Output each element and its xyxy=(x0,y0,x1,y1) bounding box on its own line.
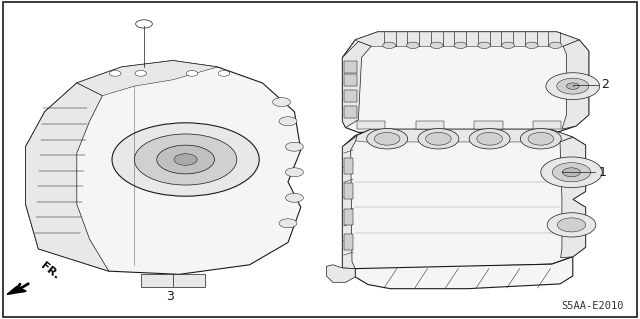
Polygon shape xyxy=(560,137,586,258)
Text: 2: 2 xyxy=(602,78,609,91)
Bar xyxy=(533,121,561,129)
Bar xyxy=(344,74,357,86)
Circle shape xyxy=(426,132,451,145)
Circle shape xyxy=(157,145,214,174)
Circle shape xyxy=(374,132,400,145)
Circle shape xyxy=(218,70,230,76)
Circle shape xyxy=(174,154,197,165)
Polygon shape xyxy=(342,129,586,270)
Polygon shape xyxy=(342,136,357,269)
Circle shape xyxy=(520,129,561,149)
Circle shape xyxy=(367,129,408,149)
Polygon shape xyxy=(141,274,205,287)
Circle shape xyxy=(418,129,459,149)
Polygon shape xyxy=(77,61,218,96)
Circle shape xyxy=(502,42,515,48)
Text: 1: 1 xyxy=(598,166,606,179)
Circle shape xyxy=(525,42,538,48)
Polygon shape xyxy=(7,286,26,294)
Circle shape xyxy=(552,163,591,182)
Circle shape xyxy=(547,213,596,237)
Circle shape xyxy=(112,123,259,196)
Circle shape xyxy=(546,73,600,100)
Circle shape xyxy=(279,219,297,228)
Circle shape xyxy=(528,132,554,145)
Circle shape xyxy=(563,168,580,177)
Circle shape xyxy=(469,129,510,149)
Circle shape xyxy=(134,134,237,185)
Polygon shape xyxy=(355,257,573,289)
Circle shape xyxy=(549,42,562,48)
Circle shape xyxy=(186,70,198,76)
Circle shape xyxy=(566,83,579,89)
Circle shape xyxy=(430,42,443,48)
Bar xyxy=(344,234,353,250)
Bar xyxy=(474,121,502,129)
Polygon shape xyxy=(26,83,109,271)
Circle shape xyxy=(557,78,589,94)
Polygon shape xyxy=(342,32,589,132)
Polygon shape xyxy=(352,129,573,142)
Circle shape xyxy=(273,98,291,107)
Circle shape xyxy=(285,168,303,177)
Text: 3: 3 xyxy=(166,290,173,303)
Circle shape xyxy=(477,132,502,145)
Bar xyxy=(344,158,353,174)
Bar xyxy=(416,121,444,129)
Polygon shape xyxy=(326,265,355,282)
Bar xyxy=(344,61,357,73)
Bar xyxy=(344,183,353,199)
Polygon shape xyxy=(26,61,301,274)
Circle shape xyxy=(383,42,396,48)
Circle shape xyxy=(541,157,602,188)
Bar xyxy=(344,106,357,118)
Circle shape xyxy=(285,142,303,151)
Circle shape xyxy=(109,70,121,76)
Circle shape xyxy=(279,117,297,126)
Polygon shape xyxy=(342,41,371,128)
Polygon shape xyxy=(562,40,589,129)
Circle shape xyxy=(557,218,586,232)
Polygon shape xyxy=(355,32,579,46)
Text: S5AA-E2010: S5AA-E2010 xyxy=(561,301,624,311)
Circle shape xyxy=(135,70,147,76)
Bar xyxy=(357,121,385,129)
Bar xyxy=(344,90,357,102)
Circle shape xyxy=(454,42,467,48)
Text: FR.: FR. xyxy=(38,260,61,281)
Circle shape xyxy=(285,193,303,202)
Bar xyxy=(344,209,353,225)
Circle shape xyxy=(478,42,491,48)
Circle shape xyxy=(406,42,419,48)
